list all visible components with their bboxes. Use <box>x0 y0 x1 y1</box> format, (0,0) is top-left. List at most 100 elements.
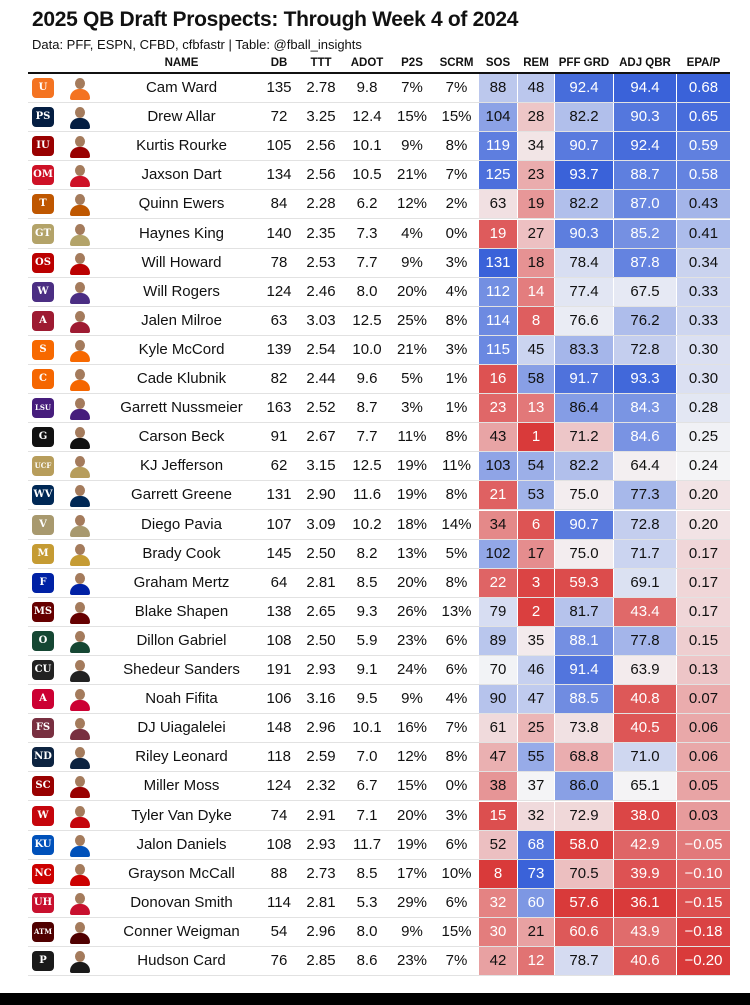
cell-qbr: 71.0 <box>614 743 676 772</box>
cell-sos: 89 <box>479 626 517 655</box>
cell-sos: 115 <box>479 335 517 364</box>
cell-qbr: 40.6 <box>614 947 676 975</box>
row-divider <box>28 451 730 453</box>
cell-name: Jalen Milroe <box>141 311 222 329</box>
nc-state-logo: NC <box>32 863 54 884</box>
cell-adot: 9.8 <box>356 79 378 96</box>
cell-pff: 68.8 <box>555 743 613 772</box>
cell-pff: 88.5 <box>555 685 613 714</box>
row-divider <box>28 625 730 627</box>
cell-qbr: 64.4 <box>614 452 676 481</box>
cell-scrm: 13% <box>441 602 472 620</box>
cell-p2s: 5% <box>401 370 423 387</box>
cell-name: Graham Mertz <box>133 573 230 591</box>
cell-scrm: 5% <box>445 544 468 562</box>
cell-epa: 0.06 <box>677 714 730 743</box>
cell-name: Blake Shapen <box>134 602 229 620</box>
cell-epa: −0.10 <box>677 859 730 888</box>
cell-ttt: 2.59 <box>306 748 336 766</box>
cell-pff: 58.0 <box>555 830 613 859</box>
table-row: U Cam Ward 135 2.78 9.8 7% 7% 88 48 92.4 94.4 0.68 <box>28 74 730 103</box>
player-headshot-icon <box>68 367 92 391</box>
cell-name: Garrett Nussmeier <box>120 399 243 417</box>
cell-name: Diego Pavia <box>141 515 222 533</box>
table-row: CU Shedeur Sanders 191 2.93 9.1 24% 6% 70 46 91.4… <box>28 656 730 685</box>
column-header-ttt: TTT <box>310 57 332 69</box>
cell-pff: 82.2 <box>555 103 613 132</box>
cell-db: 191 <box>266 661 292 678</box>
cell-adot: 11.7 <box>352 835 382 853</box>
player-headshot-icon <box>68 745 92 770</box>
cell-scrm: 14% <box>441 515 472 533</box>
cell-pff: 91.4 <box>555 656 613 684</box>
cell-epa: −0.20 <box>677 947 730 975</box>
cell-name: Drew Allar <box>147 108 216 126</box>
vanderbilt-logo: V <box>32 514 54 535</box>
cell-name: Dillon Gabriel <box>136 631 227 649</box>
player-headshot-icon <box>68 687 92 712</box>
west-virginia-logo: WV <box>32 485 54 506</box>
cell-pff: 82.2 <box>555 452 613 481</box>
cell-rem: 37 <box>518 772 554 801</box>
player-headshot-icon <box>68 105 92 130</box>
cell-epa: 0.30 <box>677 335 730 364</box>
washington-logo: W <box>32 281 54 302</box>
table-row: M Brady Cook 145 2.50 8.2 13% 5% 102 17 75.0 71.7 0… <box>28 539 730 569</box>
row-divider <box>28 771 730 773</box>
cell-sos: 119 <box>479 132 517 161</box>
cell-pff: 91.7 <box>555 365 613 393</box>
cell-rem: 46 <box>518 656 554 684</box>
indiana-logo: IU <box>32 136 54 157</box>
row-divider <box>28 800 730 802</box>
cell-scrm: 11% <box>442 457 471 475</box>
cell-qbr: 63.9 <box>614 656 676 684</box>
cell-scrm: 8% <box>445 311 468 329</box>
player-headshot-icon <box>68 716 92 741</box>
cell-db: 63 <box>270 311 288 329</box>
row-divider <box>28 654 730 656</box>
cell-pff: 57.6 <box>555 888 613 917</box>
player-headshot-icon <box>68 658 92 682</box>
cell-epa: 0.33 <box>677 306 730 335</box>
column-header-qbr: ADJ QBR <box>619 57 671 69</box>
player-headshot-icon <box>68 396 92 421</box>
row-divider <box>28 363 730 365</box>
cell-scrm: 4% <box>445 690 468 708</box>
oregon-logo: O <box>32 630 54 651</box>
cell-sos: 19 <box>479 219 517 248</box>
cell-adot: 9.5 <box>356 690 378 708</box>
mississippi-state-logo: MS <box>32 601 54 622</box>
cell-sos: 61 <box>479 714 517 743</box>
table-header: NAME DB TTT ADOT P2S SCRM SOS REM PFF GRD ADJ QBR… <box>28 54 730 74</box>
cell-ttt: 2.67 <box>306 428 336 446</box>
syracuse-logo: S <box>32 339 54 360</box>
cell-qbr: 43.9 <box>614 917 676 946</box>
cell-db: 107 <box>266 515 292 533</box>
row-divider <box>28 218 730 220</box>
cell-db: 163 <box>266 399 292 417</box>
cell-db: 134 <box>266 166 292 184</box>
cell-name: Jalon Daniels <box>136 835 227 853</box>
cell-name: Tyler Van Dyke <box>131 806 232 824</box>
cell-rem: 2 <box>518 597 554 626</box>
column-header-db: DB <box>270 57 288 69</box>
cell-epa: 0.28 <box>677 394 730 423</box>
cell-epa: 0.07 <box>677 685 730 714</box>
cell-qbr: 72.8 <box>614 510 676 539</box>
cell-adot: 10.5 <box>352 166 382 184</box>
table-row: GT Haynes King 140 2.35 7.3 4% 0% 19 27 90.3 85.2 0… <box>28 219 730 249</box>
cell-qbr: 77.8 <box>614 626 676 655</box>
cell-adot: 12.5 <box>352 457 382 475</box>
cell-scrm: 6% <box>445 835 468 853</box>
cell-sos: 103 <box>479 452 517 481</box>
cell-scrm: 8% <box>445 428 468 446</box>
cell-pff: 78.7 <box>555 947 613 975</box>
cell-qbr: 67.5 <box>614 277 676 306</box>
cell-pff: 78.4 <box>555 248 613 277</box>
player-headshot-icon <box>68 134 92 159</box>
cell-p2s: 9% <box>401 137 423 155</box>
cell-name: Garrett Greene <box>131 486 232 504</box>
cell-ttt: 2.50 <box>306 631 336 649</box>
cell-ttt: 2.56 <box>306 137 336 155</box>
cell-pff: 75.0 <box>555 481 613 510</box>
